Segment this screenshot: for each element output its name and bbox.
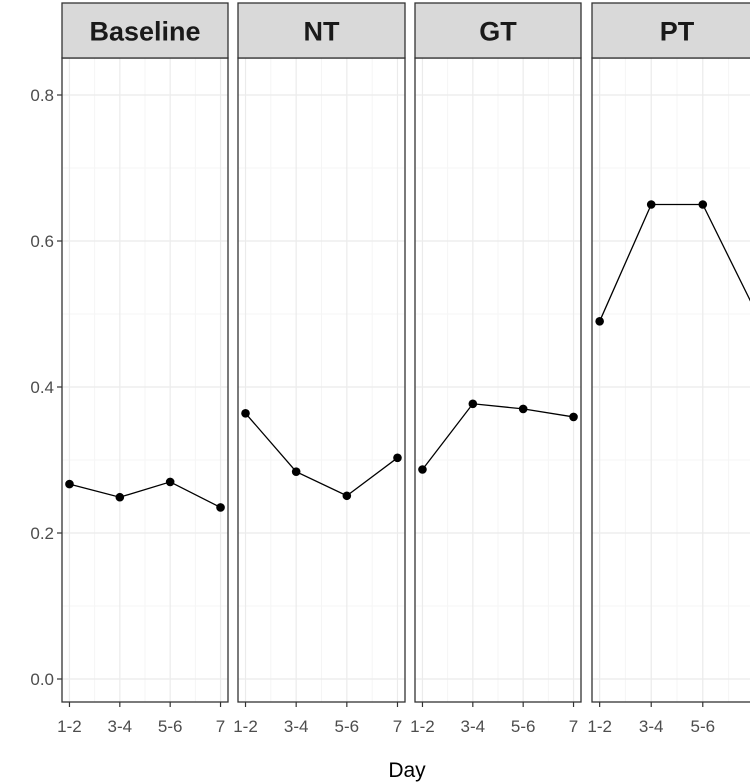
facet-panel-baseline: Baseline 1-2 3-4 5-6 7 bbox=[57, 2, 229, 736]
x-tick-label: 3-4 bbox=[639, 717, 664, 736]
facet-panels: Baseline 1-2 3-4 5-6 7 NT 1-2 3-4 5-6 7 GT 1-2 3-4 5-… bbox=[57, 2, 750, 736]
series-line bbox=[69, 481, 221, 509]
series-line bbox=[245, 412, 398, 497]
panel-background bbox=[592, 58, 750, 702]
facet-strip-label: NT bbox=[304, 17, 340, 47]
data-point bbox=[165, 477, 175, 487]
x-tick-label: 1-2 bbox=[587, 717, 612, 736]
data-point bbox=[216, 503, 225, 512]
data-point bbox=[342, 491, 352, 501]
data-point bbox=[468, 399, 478, 409]
x-tick-label: 7 bbox=[216, 717, 225, 736]
x-tick-label: 3-4 bbox=[108, 717, 133, 736]
x-tick-label: 1-2 bbox=[233, 717, 258, 736]
data-point bbox=[518, 404, 528, 414]
y-tick-label: 0.4 bbox=[30, 378, 54, 397]
facet-strip-label: Baseline bbox=[89, 17, 200, 47]
y-tick-label: 0.6 bbox=[30, 232, 54, 251]
facet-strip-label: GT bbox=[479, 17, 517, 47]
series-line bbox=[421, 403, 574, 470]
x-tick-label: 1-2 bbox=[410, 717, 435, 736]
x-tick-label: 7 bbox=[393, 717, 402, 736]
data-point bbox=[418, 465, 427, 474]
data-point bbox=[65, 479, 74, 489]
x-tick-label: 7 bbox=[569, 717, 578, 736]
data-point bbox=[241, 408, 250, 418]
x-tick-label: 3-4 bbox=[284, 717, 309, 736]
data-point bbox=[569, 412, 578, 422]
y-tick-label: 0.0 bbox=[30, 670, 54, 689]
x-tick-label: 5-6 bbox=[511, 717, 536, 736]
x-tick-label: 1-2 bbox=[57, 717, 82, 736]
x-tick-label: 5-6 bbox=[158, 717, 183, 736]
x-tick-label: 5-6 bbox=[335, 717, 360, 736]
facet-panel-nt: NT 1-2 3-4 5-6 7 bbox=[233, 2, 406, 736]
x-axis-title: Day bbox=[388, 759, 426, 782]
y-tick-label: 0.8 bbox=[30, 86, 54, 105]
facet-strip bbox=[237, 2, 406, 59]
facet-panel-pt: PT1-23-45-67 bbox=[587, 2, 750, 736]
facet-strip bbox=[591, 2, 750, 59]
series-line bbox=[599, 203, 750, 322]
y-axis: 0.0 0.2 0.4 0.6 0.8 bbox=[30, 86, 62, 689]
data-point bbox=[393, 453, 402, 463]
x-tick-label: 5-6 bbox=[690, 717, 715, 736]
x-tick-label: 3-4 bbox=[461, 717, 486, 736]
y-tick-label: 0.2 bbox=[30, 524, 54, 543]
data-point bbox=[698, 200, 708, 209]
facet-strip bbox=[61, 2, 229, 59]
data-point bbox=[291, 467, 301, 476]
facet-strip bbox=[414, 2, 582, 59]
facet-strip-label: PT bbox=[660, 17, 695, 47]
data-point bbox=[646, 200, 656, 209]
data-point bbox=[595, 317, 604, 326]
data-point bbox=[115, 492, 125, 502]
facet-panel-gt: GT 1-2 3-4 5-6 7 bbox=[410, 2, 582, 736]
